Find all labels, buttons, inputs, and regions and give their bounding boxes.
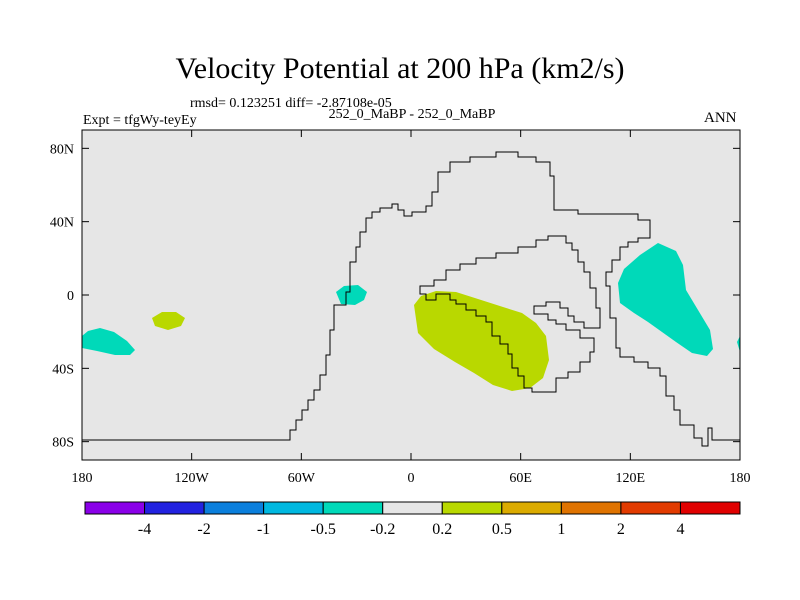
y-tick-label: 0 — [67, 289, 74, 304]
colorbar-level-label: 0.2 — [432, 521, 452, 538]
chart-title: Velocity Potential at 200 hPa (km2/s) — [175, 52, 625, 85]
colorbar-swatch — [144, 501, 205, 515]
x-tick-label: 180 — [72, 471, 93, 486]
colorbar-level-label: -2 — [197, 521, 210, 538]
anomaly-region-dateline-edge — [737, 336, 740, 352]
rmsd-diff-label: rmsd= 0.123251 diff= -2.87108e-05 — [190, 96, 392, 111]
y-tick-label: 80S — [52, 436, 74, 451]
x-tick-label: 120W — [175, 471, 210, 486]
colorbar-level-label: 4 — [676, 521, 684, 538]
season-label: ANN — [704, 110, 737, 126]
colorbar-swatch — [322, 501, 384, 515]
anomaly-region-west-pacific — [618, 243, 713, 356]
x-tick-label: 60E — [509, 471, 532, 486]
x-tick-label: 0 — [408, 471, 415, 486]
colorbar-swatch — [501, 501, 562, 515]
x-tick-label: 180 — [730, 471, 751, 486]
colorbar-swatch — [620, 501, 681, 515]
colorbar-swatch — [679, 501, 741, 515]
anomaly-region-east-pacific-mid — [152, 312, 185, 330]
anomaly-region-east-pacific-west — [82, 328, 135, 355]
experiment-comparison-label: 252_0_MaBP - 252_0_MaBP — [328, 107, 496, 122]
anomaly-region-africa-indian-ocean — [414, 291, 549, 391]
coastline-inner-basin — [419, 235, 601, 393]
colorbar-swatch — [203, 501, 265, 515]
colorbar-level-label: -0.2 — [370, 521, 395, 538]
y-tick-label: 80N — [50, 142, 74, 157]
coastline-west-continent — [82, 151, 740, 447]
colorbar-level-label: -4 — [138, 521, 151, 538]
colorbar-level-label: 2 — [617, 521, 625, 538]
x-tick-label: 120E — [616, 471, 646, 486]
colorbar-swatch — [441, 501, 503, 515]
colorbar-swatch — [263, 501, 324, 515]
colorbar-swatch — [382, 501, 443, 515]
y-tick-label: 40S — [52, 362, 74, 377]
colorbar-level-label: 0.5 — [492, 521, 512, 538]
colorbar-level-label: 1 — [557, 521, 565, 538]
colorbar: -4 -2 -1 -0.5 -0.2 0.2 0.5 1 2 4 — [84, 501, 741, 538]
colorbar-swatch — [84, 501, 146, 515]
experiment-label: Expt = tfgWy-teyEy — [83, 113, 197, 128]
colorbar-level-label: -1 — [257, 521, 270, 538]
anomaly-region-south-america-east — [336, 285, 367, 305]
y-tick-label: 40N — [50, 216, 74, 231]
x-tick-label: 60W — [288, 471, 316, 486]
colorbar-level-label: -0.5 — [311, 521, 336, 538]
colorbar-swatch — [560, 501, 622, 515]
